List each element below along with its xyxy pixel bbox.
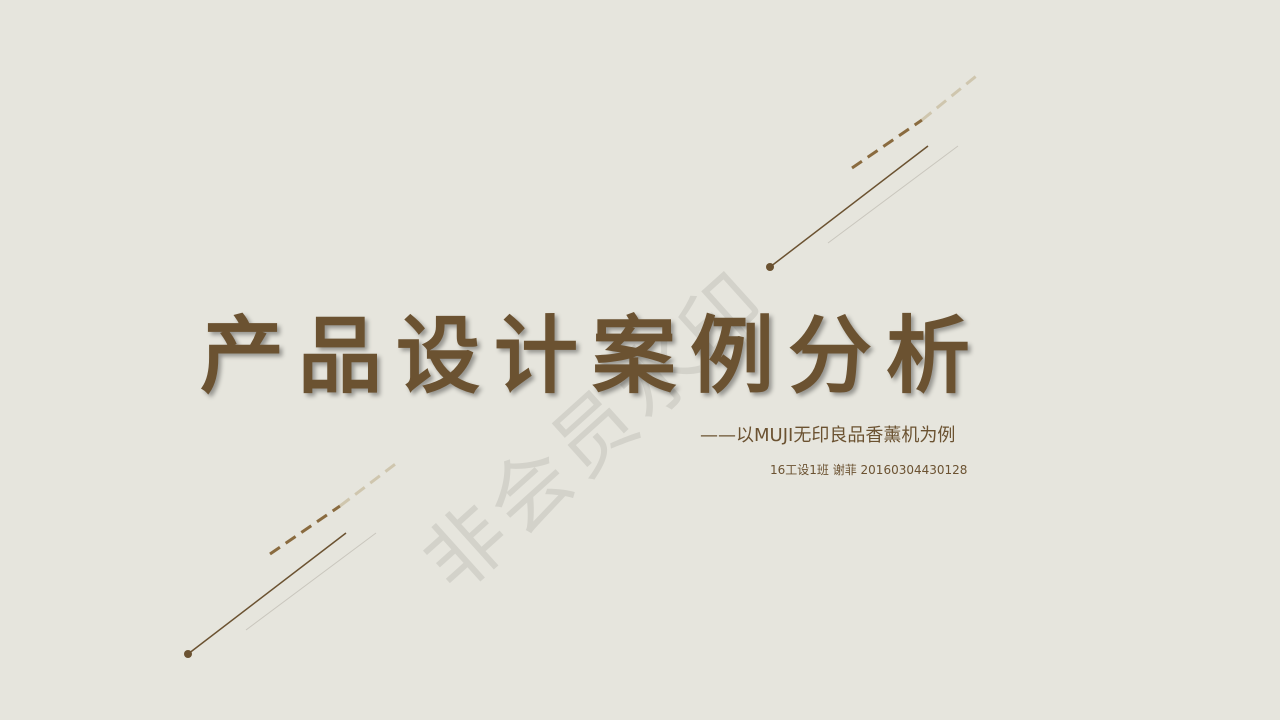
slide-title: 产品设计案例分析: [200, 306, 985, 405]
bottom-line-dot: [184, 650, 192, 658]
top-dashed-line-dark: [851, 118, 923, 170]
top-line-dot: [766, 263, 774, 271]
top-thin-line: [827, 145, 959, 244]
author-info: 16工设1班 谢菲 20160304430128: [770, 463, 968, 477]
bottom-thin-line: [245, 532, 377, 631]
bottom-dashed-line-light: [339, 460, 399, 508]
slide-subtitle: ——以MUJI无印良品香薰机为例: [700, 425, 956, 446]
top-solid-line: [769, 145, 929, 268]
bottom-dashed-line-dark: [269, 504, 341, 556]
top-dashed-line-light: [921, 71, 981, 122]
bottom-solid-line: [187, 532, 347, 655]
